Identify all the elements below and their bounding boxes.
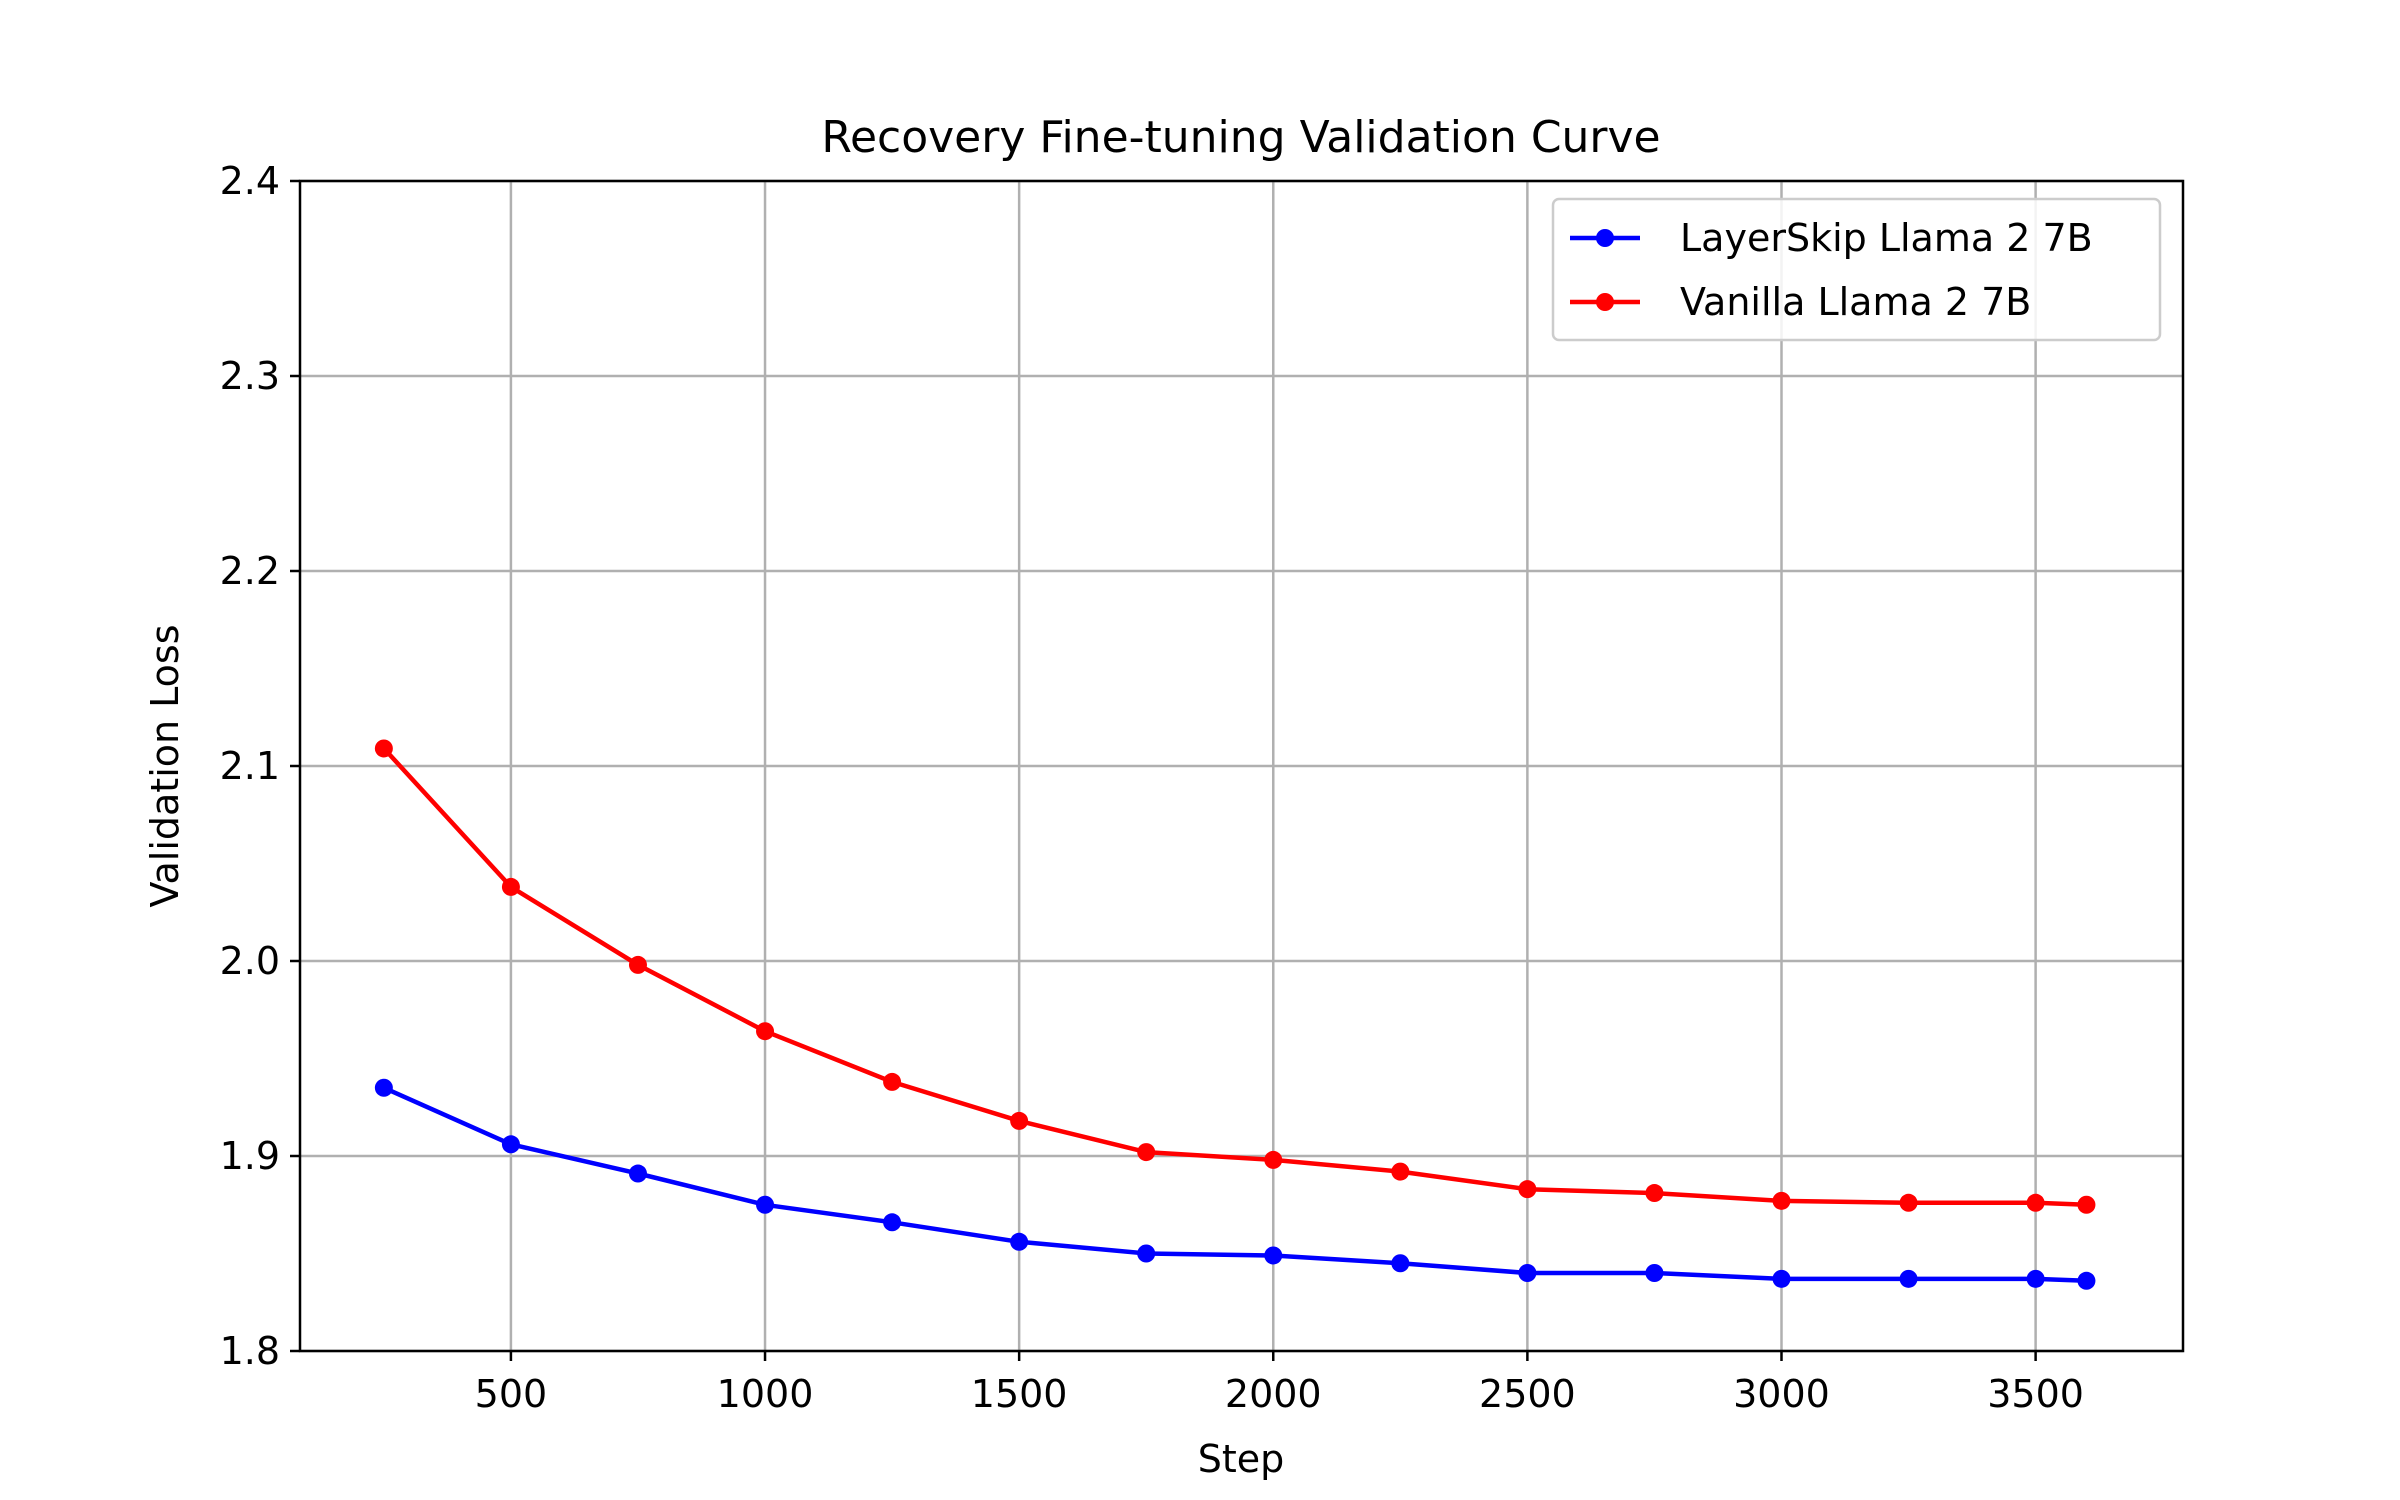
data-point xyxy=(1010,1232,1029,1251)
data-point xyxy=(1518,1180,1537,1199)
data-point xyxy=(1264,1246,1283,1265)
data-point xyxy=(501,1135,520,1154)
y-tick-label: 1.8 xyxy=(220,1329,280,1373)
data-point xyxy=(1518,1264,1537,1282)
x-tick-label: 2000 xyxy=(1225,1372,1322,1416)
series-2 xyxy=(374,739,2096,1214)
data-point xyxy=(756,1022,775,1041)
data-point xyxy=(374,739,393,758)
x-tick-label: 1000 xyxy=(717,1372,814,1416)
data-point xyxy=(883,1213,902,1232)
data-point xyxy=(628,955,647,974)
legend-box xyxy=(1551,197,2162,342)
data-point xyxy=(756,1195,775,1214)
legend-marker xyxy=(1596,229,1614,247)
y-tick-label: 1.9 xyxy=(220,1134,280,1178)
data-point xyxy=(1772,1269,1791,1288)
data-point xyxy=(1137,1244,1156,1263)
data-point xyxy=(1264,1150,1283,1169)
y-axis-label: Validation Loss xyxy=(143,624,187,907)
data-point xyxy=(374,1078,393,1097)
data-point xyxy=(883,1072,902,1091)
data-point xyxy=(628,1164,647,1183)
x-tick-label: 2500 xyxy=(1479,1372,1576,1416)
legend-entry: Vanilla Llama 2 7B xyxy=(1570,280,2031,324)
data-point xyxy=(1645,1264,1664,1282)
x-tick-label: 3500 xyxy=(1987,1372,2084,1416)
x-tick-label: 3000 xyxy=(1733,1372,1830,1416)
data-point xyxy=(2077,1271,2096,1290)
y-tick-label: 2.0 xyxy=(220,939,280,983)
data-point xyxy=(1391,1162,1410,1181)
chart-title: Recovery Fine-tuning Validation Curve xyxy=(821,112,1660,163)
y-tick-label: 2.1 xyxy=(220,744,280,788)
data-point xyxy=(1137,1143,1156,1162)
data-point xyxy=(1391,1254,1410,1273)
data-point xyxy=(1645,1184,1664,1203)
y-tick-label: 2.4 xyxy=(220,159,280,203)
data-point xyxy=(2026,1269,2045,1288)
y-tick-label: 2.3 xyxy=(220,354,280,398)
legend-entry: LayerSkip Llama 2 7B xyxy=(1570,216,2093,260)
data-point xyxy=(501,877,520,896)
legend: LayerSkip Llama 2 7B Vanilla Llama 2 7B xyxy=(1551,197,2162,342)
data-point xyxy=(1899,1269,1918,1288)
x-tick-label: 1500 xyxy=(971,1372,1068,1416)
x-axis-label: Step xyxy=(1198,1437,1285,1481)
data-point xyxy=(1772,1191,1791,1210)
legend-label: LayerSkip Llama 2 7B xyxy=(1680,216,2093,260)
series-1 xyxy=(374,1078,2096,1290)
legend-label: Vanilla Llama 2 7B xyxy=(1680,280,2031,324)
data-point xyxy=(1899,1193,1918,1212)
data-point xyxy=(2026,1193,2045,1212)
legend-marker xyxy=(1596,293,1614,311)
data-point xyxy=(2077,1195,2096,1214)
series-layer xyxy=(374,739,2096,1290)
data-point xyxy=(1010,1111,1029,1130)
x-tick-label: 500 xyxy=(475,1372,548,1416)
axis-ticks: 500 1000 1500 2000 2500 3000 3500 1.8 1.9 2.0 2.1 2… xyxy=(220,159,2084,1416)
y-tick-label: 2.2 xyxy=(220,549,280,593)
